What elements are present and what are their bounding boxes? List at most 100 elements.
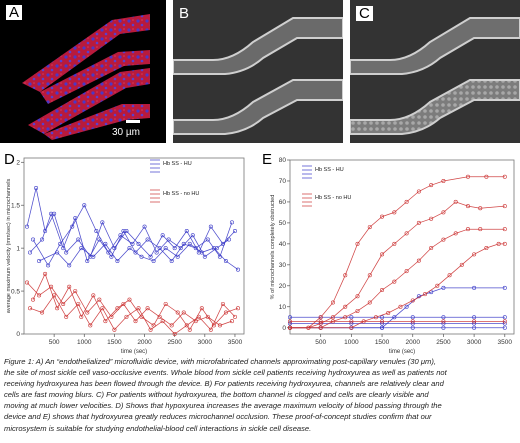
caption-line: receiving hydroxyurea has been flowed th… xyxy=(4,379,444,389)
chart-e-svg: 500 1000 1500 2000 2500 3000 3500 0 10 20 30 40 50 60… xyxy=(270,157,515,355)
y-tick-label: 70 xyxy=(279,178,287,185)
data-point xyxy=(103,319,108,324)
data-point xyxy=(410,319,415,324)
data-point xyxy=(502,241,507,246)
data-point xyxy=(330,315,335,320)
data-point xyxy=(112,327,117,332)
data-point xyxy=(190,233,195,238)
data-point xyxy=(355,241,360,246)
panel-d-label: D xyxy=(4,151,15,168)
data-point xyxy=(103,241,108,246)
data-point xyxy=(127,297,132,302)
data-point xyxy=(61,301,66,306)
data-point xyxy=(287,319,292,324)
data-point xyxy=(97,297,102,302)
data-point xyxy=(453,231,458,236)
data-point xyxy=(429,183,434,188)
plot-frame xyxy=(23,157,245,335)
data-point xyxy=(55,306,60,311)
data-point xyxy=(429,246,434,251)
series-line xyxy=(32,272,239,331)
data-point xyxy=(133,319,138,324)
data-point xyxy=(441,210,446,215)
fluorescent-channels-graphic xyxy=(22,14,150,140)
data-point xyxy=(404,199,409,204)
legend-label: Hb SS - no HU xyxy=(315,195,351,201)
data-point xyxy=(172,332,177,337)
caption-line: microsystem is suitable for studying end… xyxy=(4,423,312,433)
caption-line: moving at much lower velocities. D) Show… xyxy=(4,401,442,411)
x-tick-label: 2500 xyxy=(436,339,451,346)
x-tick-label: 2500 xyxy=(167,339,182,346)
data-point xyxy=(148,327,153,332)
data-point xyxy=(386,311,391,316)
data-point xyxy=(478,227,483,232)
data-point xyxy=(139,254,144,259)
data-point xyxy=(49,211,54,216)
data-point xyxy=(223,259,228,264)
x-tick-label: 1500 xyxy=(107,339,122,346)
data-point xyxy=(472,321,477,326)
data-point xyxy=(115,259,120,264)
data-point xyxy=(410,315,415,320)
data-point xyxy=(175,310,180,315)
y-tick-label: 1.5 xyxy=(11,202,20,209)
data-point xyxy=(85,259,90,264)
data-point xyxy=(478,206,483,211)
data-point xyxy=(58,241,63,246)
x-tick-label: 1500 xyxy=(375,339,390,346)
data-point xyxy=(145,237,150,242)
data-point xyxy=(380,325,385,330)
data-point xyxy=(25,280,30,285)
data-point xyxy=(193,246,198,251)
data-point xyxy=(124,314,129,319)
legend-label: Hb SS - HU xyxy=(163,161,192,167)
caption-line: the site of most sickle cell vaso-occlus… xyxy=(4,368,447,378)
data-point xyxy=(79,314,84,319)
y-tick-label: 1 xyxy=(16,245,20,252)
data-point xyxy=(187,327,192,332)
y-tick-label: 60 xyxy=(279,199,287,206)
data-point xyxy=(121,301,126,306)
x-tick-label: 500 xyxy=(49,339,60,346)
x-tick-label: 3000 xyxy=(467,339,482,346)
series-line xyxy=(290,176,505,329)
data-point xyxy=(226,237,231,242)
data-point xyxy=(76,301,81,306)
y-tick-label: 2 xyxy=(16,159,20,166)
data-point xyxy=(404,304,409,309)
data-point xyxy=(67,263,72,268)
data-point xyxy=(349,315,354,320)
data-point xyxy=(37,259,42,264)
data-point xyxy=(136,306,141,311)
data-point xyxy=(349,325,354,330)
channels-no-hu-graphic xyxy=(350,0,520,143)
data-point xyxy=(502,321,507,326)
data-point xyxy=(163,246,168,251)
x-tick-label: 2000 xyxy=(406,339,421,346)
data-point xyxy=(343,315,348,320)
y-tick-label: 50 xyxy=(279,220,287,227)
data-point xyxy=(142,224,147,229)
data-point xyxy=(205,314,210,319)
data-point xyxy=(465,174,470,179)
data-point xyxy=(355,294,360,299)
data-point xyxy=(118,233,123,238)
data-point xyxy=(82,203,87,208)
data-point xyxy=(100,306,105,311)
data-point xyxy=(178,246,183,251)
data-point xyxy=(211,246,216,251)
data-point xyxy=(169,323,174,328)
data-point xyxy=(441,237,446,242)
data-point xyxy=(64,250,69,255)
data-point xyxy=(130,241,135,246)
data-point xyxy=(502,315,507,320)
data-point xyxy=(70,224,75,229)
data-point xyxy=(232,314,237,319)
series-line xyxy=(32,204,230,267)
data-point xyxy=(502,204,507,209)
data-point xyxy=(502,227,507,232)
data-point xyxy=(410,298,415,303)
data-point xyxy=(429,216,434,221)
data-point xyxy=(160,319,165,324)
